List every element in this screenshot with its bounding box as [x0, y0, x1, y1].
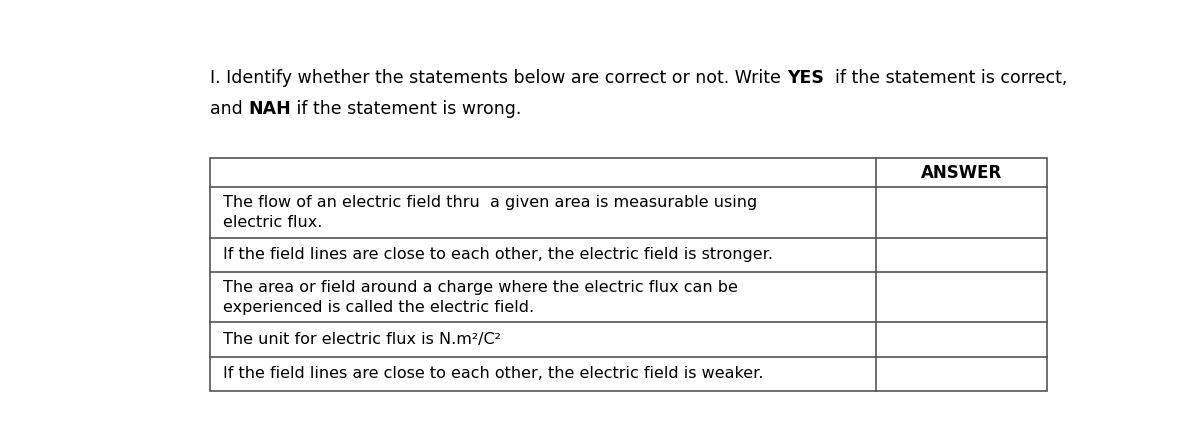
- Text: The flow of an electric field thru  a given area is measurable using
electric fl: The flow of an electric field thru a giv…: [222, 195, 757, 230]
- Text: If the field lines are close to each other, the electric field is stronger.: If the field lines are close to each oth…: [222, 247, 773, 263]
- Text: The unit for electric flux is N.m²/C²: The unit for electric flux is N.m²/C²: [222, 332, 500, 347]
- Text: NAH: NAH: [248, 100, 292, 117]
- Text: if the statement is wrong.: if the statement is wrong.: [292, 100, 522, 117]
- Text: ANSWER: ANSWER: [922, 164, 1002, 182]
- Text: YES: YES: [787, 69, 823, 87]
- Text: if the statement is correct,: if the statement is correct,: [823, 69, 1067, 87]
- Text: I. Identify whether the statements below are correct or not. Write: I. Identify whether the statements below…: [210, 69, 787, 87]
- Text: and: and: [210, 100, 248, 117]
- Text: The area or field around a charge where the electric flux can be
experienced is : The area or field around a charge where …: [222, 279, 738, 315]
- Text: If the field lines are close to each other, the electric field is weaker.: If the field lines are close to each oth…: [222, 366, 763, 381]
